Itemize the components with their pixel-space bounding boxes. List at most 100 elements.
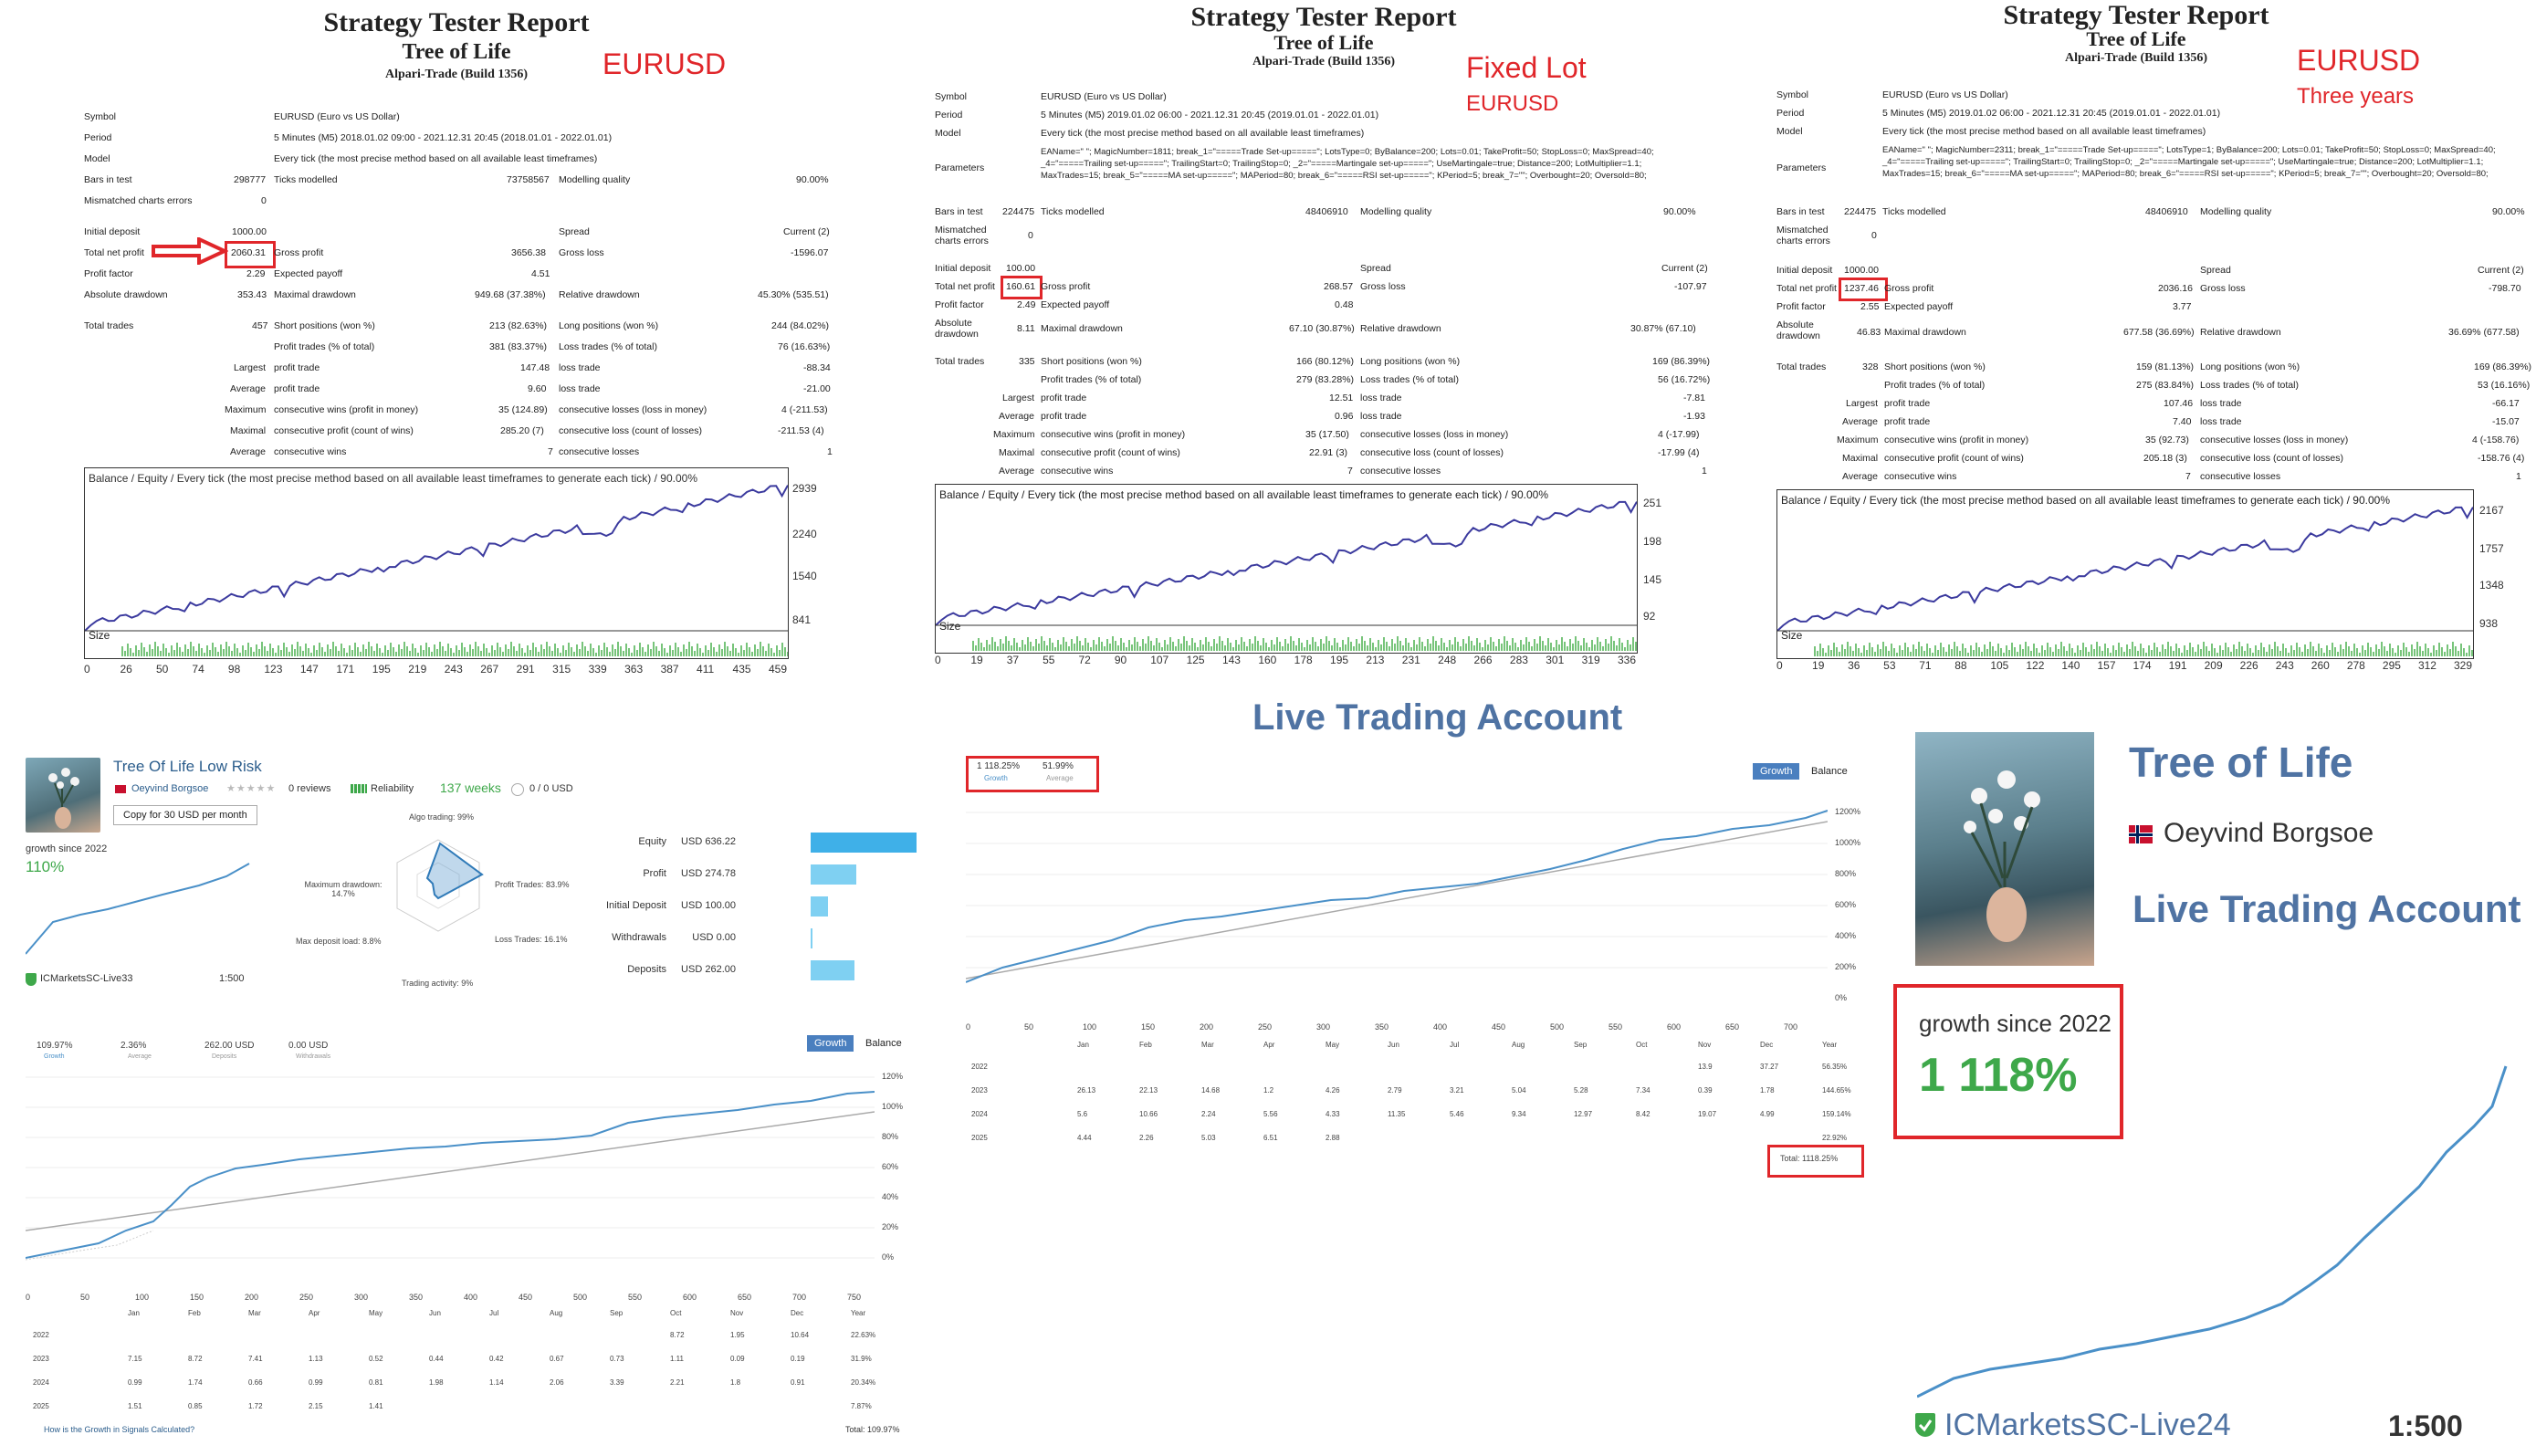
size-bar [1027,637,1029,651]
size-bar [2030,651,2032,656]
table-cell: 5.03 [1201,1134,1216,1142]
size-bar [655,646,657,656]
size-bar [2236,649,2237,656]
size-bar [1449,640,1451,651]
value-net-profit: 2060.31 [231,247,266,258]
size-bar [1320,639,1322,651]
y-tick: 1200% [1835,807,1861,816]
size-bar [1013,638,1015,651]
size-bar [1399,641,1401,651]
size-bar [2055,644,2057,656]
size-bar [1347,637,1349,651]
label-bars: Bars in test [935,206,983,217]
size-bar [1956,646,1958,656]
verified-shield-icon [1915,1413,1935,1437]
value-max-cons-wins: 35 (124.89) [498,404,548,415]
size-bar [510,642,512,656]
table-cell: 8.72 [670,1331,685,1339]
label-bars: Bars in test [1776,206,1825,217]
broker-name[interactable]: ICMarketsSC-Live33 [40,973,133,984]
size-bar [1621,643,1623,651]
tab-balance[interactable]: Balance [1811,766,1848,777]
value-rel-drawdown: 36.69% (677.58) [2448,327,2520,338]
label-profit-trade: profit trade [1041,411,1087,422]
x-tick: 140 [2061,659,2080,672]
tab-growth[interactable]: Growth [807,1035,854,1052]
size-bar [1473,645,1475,651]
y-tick: 1757 [2479,542,2504,555]
size-bar [1471,641,1472,651]
size-bar [644,652,646,656]
x-tick: 550 [1609,1022,1623,1032]
size-bar [2400,650,2402,656]
value-model: Every tick (the most precise method base… [1041,128,1365,139]
value-quality: 90.00% [2492,206,2525,217]
size-bar [2173,651,2174,656]
rating-stars-icon: ★★★★★ [226,783,277,794]
size-bar [1564,642,1566,651]
size-bar [360,652,362,656]
size-bar [253,652,255,656]
size-bar [2143,648,2144,656]
size-bar [354,643,356,656]
size-bar [1891,644,1892,656]
label-mismatched: Mismatched charts errors [935,225,989,246]
size-bar [582,642,583,656]
promo-photo [1915,732,2094,966]
annotation-eurusd: EURUSD [1466,91,1559,116]
size-bar [1896,653,1898,656]
label-max-drawdown: Maximal drawdown [1041,323,1123,334]
size-bar [1093,640,1095,651]
table-cell: 1.78 [1760,1086,1775,1095]
bar-fill [811,896,828,917]
value-max-cons-losses: 4 (-211.53) [781,404,828,415]
table-cell: 1.11 [670,1355,684,1363]
x-tick: 213 [1366,654,1385,666]
y-tick: 200% [1835,962,1857,971]
size-bar [2389,644,2391,656]
label-quality: Modelling quality [2200,206,2272,217]
copy-button[interactable]: Copy for 30 USD per month [113,805,257,825]
label-profit-trades: Profit trades (% of total) [274,341,375,352]
size-bar [535,647,537,656]
flower-bouquet-icon [1964,770,2040,942]
size-bar [707,650,709,656]
month-header: Feb [1139,1041,1152,1049]
signal-name[interactable]: Tree Of Life Low Risk [113,758,262,775]
size-bar [1030,642,1032,651]
label-maximum: Maximum [1837,435,1879,445]
size-bar [1038,644,1040,651]
year-cell: 2022 [971,1063,988,1071]
size-bar [2107,648,2109,656]
size-bar [242,645,244,656]
tab-growth[interactable]: Growth [1753,763,1800,780]
size-bar [2381,642,2383,656]
size-bar [2430,653,2432,656]
size-bar [1597,637,1598,651]
size-bar [2186,650,2188,656]
size-bar [1556,640,1557,651]
tab-balance[interactable]: Balance [865,1038,902,1049]
size-bar [1394,644,1396,651]
size-bar [2071,648,2073,656]
label-loss-trade: loss trade [2200,416,2242,427]
broker-name: ICMarketsSC-Live24 [1944,1408,2231,1442]
signal-author[interactable]: Oeyvind Borgsoe [131,783,209,794]
growth-calc-link[interactable]: How is the Growth in Signals Calculated? [44,1425,195,1434]
size-bar [1339,647,1341,651]
table-cell: 2.26 [1139,1134,1154,1142]
report-build: Alpari-Trade (Build 1356) [2064,51,2208,65]
label-long: Long positions (won %) [1360,356,1461,367]
x-tick: 36 [1848,659,1860,672]
size-bar [2271,649,2273,656]
size-bar [2014,647,2016,656]
radar-activity: Trading activity: 9% [402,979,474,988]
size-bar [461,643,463,656]
size-bar [477,646,479,656]
size-bar [972,641,974,651]
size-bar [1158,643,1160,651]
size-bar [220,644,222,656]
size-bar [1279,642,1281,651]
table-cell: 4.99 [1760,1110,1775,1118]
size-bar [431,652,433,656]
